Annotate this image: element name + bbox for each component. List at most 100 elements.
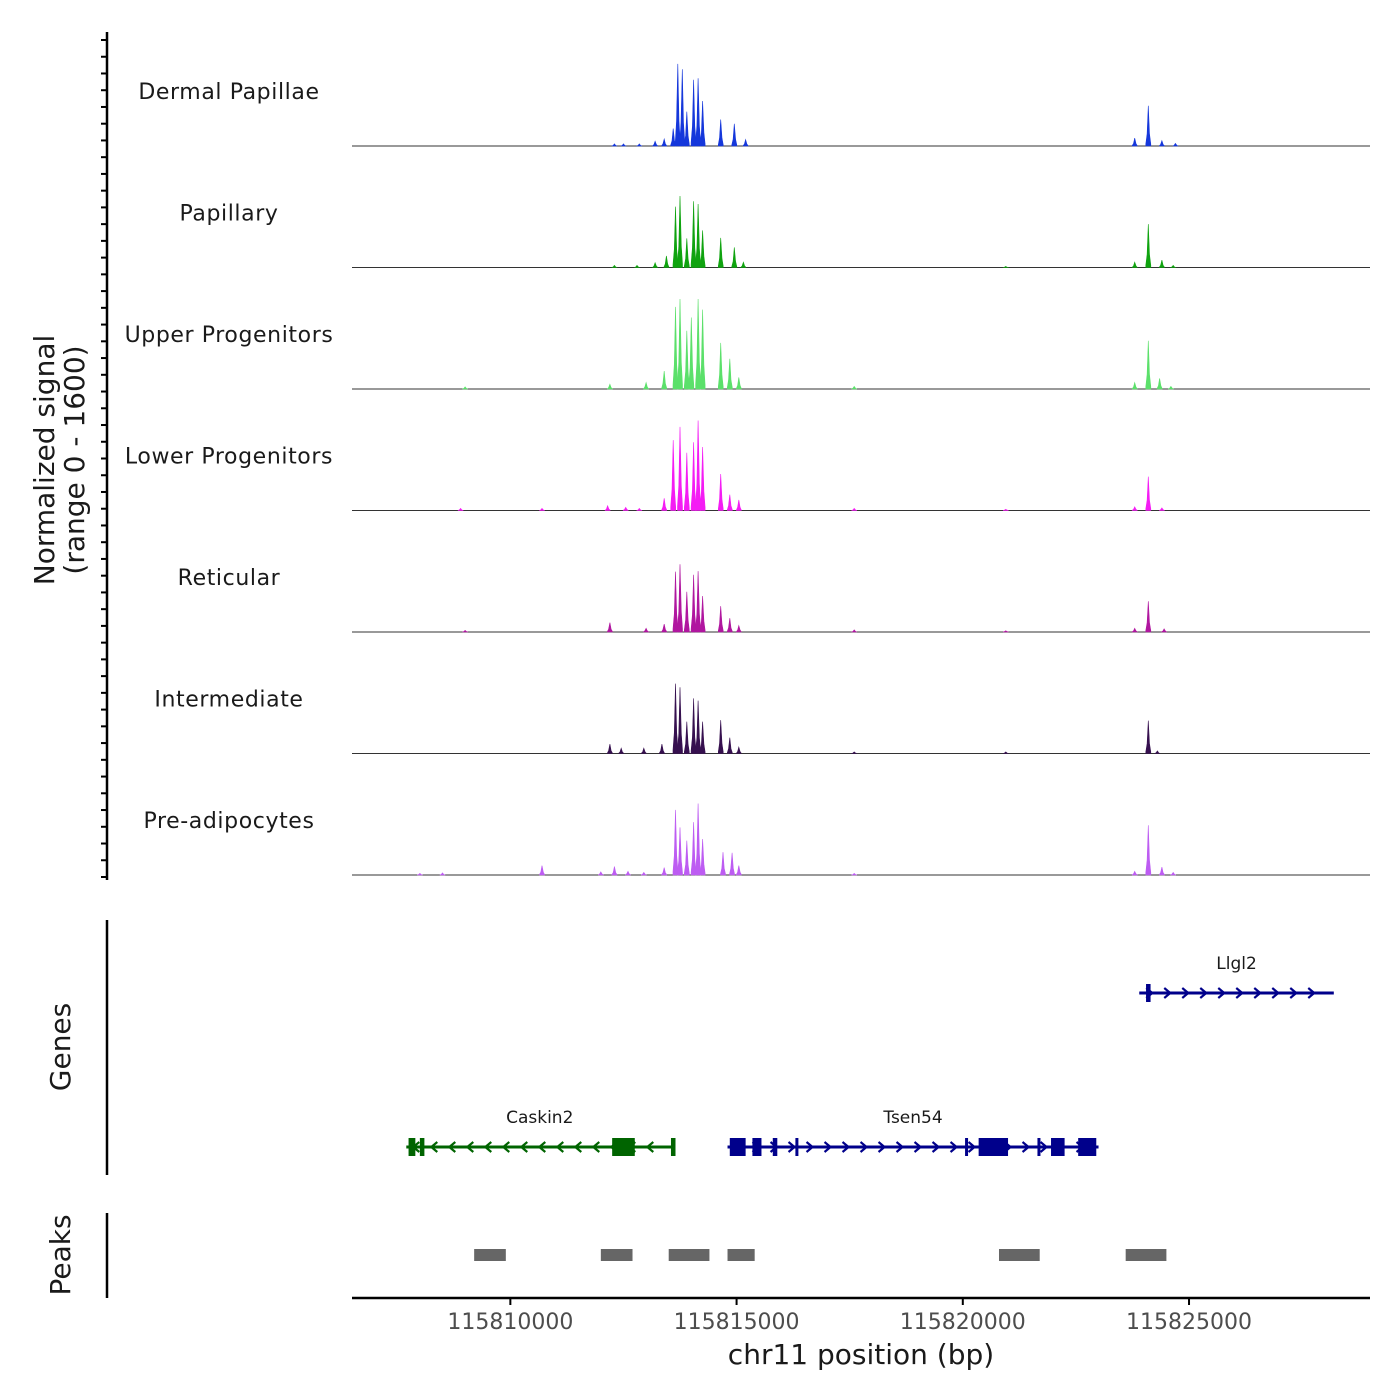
signal-peak bbox=[684, 238, 690, 268]
signal-peak bbox=[417, 873, 423, 876]
signal-peak bbox=[1131, 138, 1138, 147]
x-axis-ticks: 115810000 115815000 115820000 115825000 bbox=[447, 1298, 1252, 1335]
strand-chevron bbox=[949, 1141, 959, 1153]
signal-peak bbox=[1170, 871, 1176, 876]
signal-peak bbox=[690, 442, 697, 511]
signal-peak bbox=[1145, 224, 1152, 268]
signal-peak bbox=[736, 624, 742, 633]
strand-chevron bbox=[877, 1141, 887, 1153]
signal-peak bbox=[672, 206, 679, 268]
signal-peak bbox=[1145, 601, 1152, 633]
strand-chevron bbox=[537, 1141, 546, 1153]
x-tick-label: 115810000 bbox=[447, 1310, 573, 1335]
signal-peak bbox=[620, 143, 627, 147]
signal-peak bbox=[736, 865, 742, 876]
signal-peak bbox=[652, 261, 658, 268]
peak-region bbox=[600, 1249, 633, 1261]
gene-exon bbox=[612, 1138, 635, 1156]
signal-peak bbox=[720, 852, 726, 876]
strand-chevron bbox=[1307, 987, 1316, 999]
track-label: Papillary bbox=[179, 202, 278, 227]
signal-peak bbox=[690, 822, 697, 876]
gene-exon bbox=[1051, 1138, 1065, 1156]
signal-peak bbox=[670, 128, 676, 147]
gene-exon bbox=[978, 1138, 1009, 1156]
strand-chevron bbox=[787, 1141, 797, 1153]
signal-peak bbox=[684, 330, 690, 390]
signal-peak bbox=[607, 743, 613, 754]
gene-exon bbox=[965, 1138, 969, 1156]
strand-chevron bbox=[1271, 987, 1280, 999]
signal-peak bbox=[611, 143, 618, 147]
strand-chevron bbox=[447, 1141, 456, 1153]
signal-peak bbox=[1003, 508, 1009, 511]
signal-peak bbox=[718, 606, 724, 633]
signal-peak bbox=[731, 247, 738, 268]
signal-peak bbox=[677, 298, 683, 390]
signal-peak bbox=[462, 630, 468, 633]
signal-peak bbox=[661, 370, 667, 390]
signal-peak bbox=[742, 138, 749, 147]
signal-peak bbox=[690, 698, 697, 754]
coverage-track: Dermal Papillae bbox=[138, 63, 1370, 147]
signal-peak bbox=[677, 426, 683, 511]
gene-exon bbox=[772, 1138, 778, 1156]
signal-peak bbox=[439, 872, 446, 876]
signal-peak bbox=[1145, 105, 1152, 147]
signal-peak bbox=[677, 827, 683, 876]
signal-peak bbox=[641, 871, 647, 876]
signal-peak bbox=[684, 721, 690, 754]
strand-chevron bbox=[1021, 1141, 1031, 1153]
signal-peak bbox=[851, 629, 857, 633]
gene-exon bbox=[729, 1138, 746, 1156]
signal-peak bbox=[699, 721, 706, 754]
signal-peak bbox=[1159, 507, 1165, 511]
gene-model: Caskin2 bbox=[406, 1108, 676, 1156]
signal-peak bbox=[611, 866, 618, 876]
x-tick-label: 115825000 bbox=[1126, 1310, 1252, 1335]
signal-peak bbox=[636, 143, 643, 147]
track-label: Reticular bbox=[178, 566, 281, 591]
signal-peak bbox=[661, 867, 667, 876]
signal-peak bbox=[677, 195, 683, 268]
signal-peak bbox=[718, 119, 724, 147]
x-tick-label: 115820000 bbox=[900, 1310, 1026, 1335]
signal-peak bbox=[457, 507, 464, 511]
signal-peak bbox=[695, 203, 701, 268]
signal-peak bbox=[684, 452, 690, 511]
coverage-track: Upper Progenitors bbox=[125, 298, 1370, 390]
gene-exon bbox=[752, 1138, 762, 1156]
coverage-track: Reticular bbox=[178, 564, 1370, 633]
signal-peak bbox=[672, 571, 679, 633]
signal-peak bbox=[634, 264, 640, 268]
signal-peak bbox=[1156, 378, 1163, 390]
signal-peak bbox=[1145, 476, 1152, 511]
signal-peak bbox=[679, 69, 686, 147]
gene-exon bbox=[1078, 1138, 1097, 1156]
strand-chevron bbox=[591, 1141, 600, 1153]
signal-peak bbox=[695, 571, 701, 633]
coverage-track: Pre-adipocytes bbox=[143, 803, 1370, 876]
signal-peak bbox=[1168, 385, 1174, 390]
signal-peak bbox=[718, 473, 724, 511]
strand-chevron bbox=[645, 1141, 654, 1153]
signal-peak bbox=[1131, 506, 1138, 511]
strand-chevron bbox=[895, 1141, 905, 1153]
signal-peak bbox=[607, 622, 613, 633]
gene-exon bbox=[1037, 1138, 1041, 1156]
signal-peak bbox=[1145, 340, 1152, 390]
signal-peak bbox=[729, 852, 735, 876]
signal-peak bbox=[851, 873, 857, 876]
signal-peak bbox=[677, 687, 683, 754]
strand-chevron bbox=[1163, 987, 1172, 999]
coverage-tracks: Dermal Papillae Papillary Upper Progenitor… bbox=[125, 63, 1370, 876]
gene-exon bbox=[1146, 984, 1151, 1002]
peak-region bbox=[727, 1249, 755, 1261]
peak-region bbox=[998, 1249, 1040, 1261]
signal-peak bbox=[672, 809, 679, 876]
signal-peak bbox=[1131, 627, 1138, 633]
signal-peak bbox=[736, 499, 742, 511]
signal-peak bbox=[851, 507, 857, 511]
strand-chevron bbox=[1217, 987, 1226, 999]
track-label: Lower Progenitors bbox=[125, 445, 333, 470]
